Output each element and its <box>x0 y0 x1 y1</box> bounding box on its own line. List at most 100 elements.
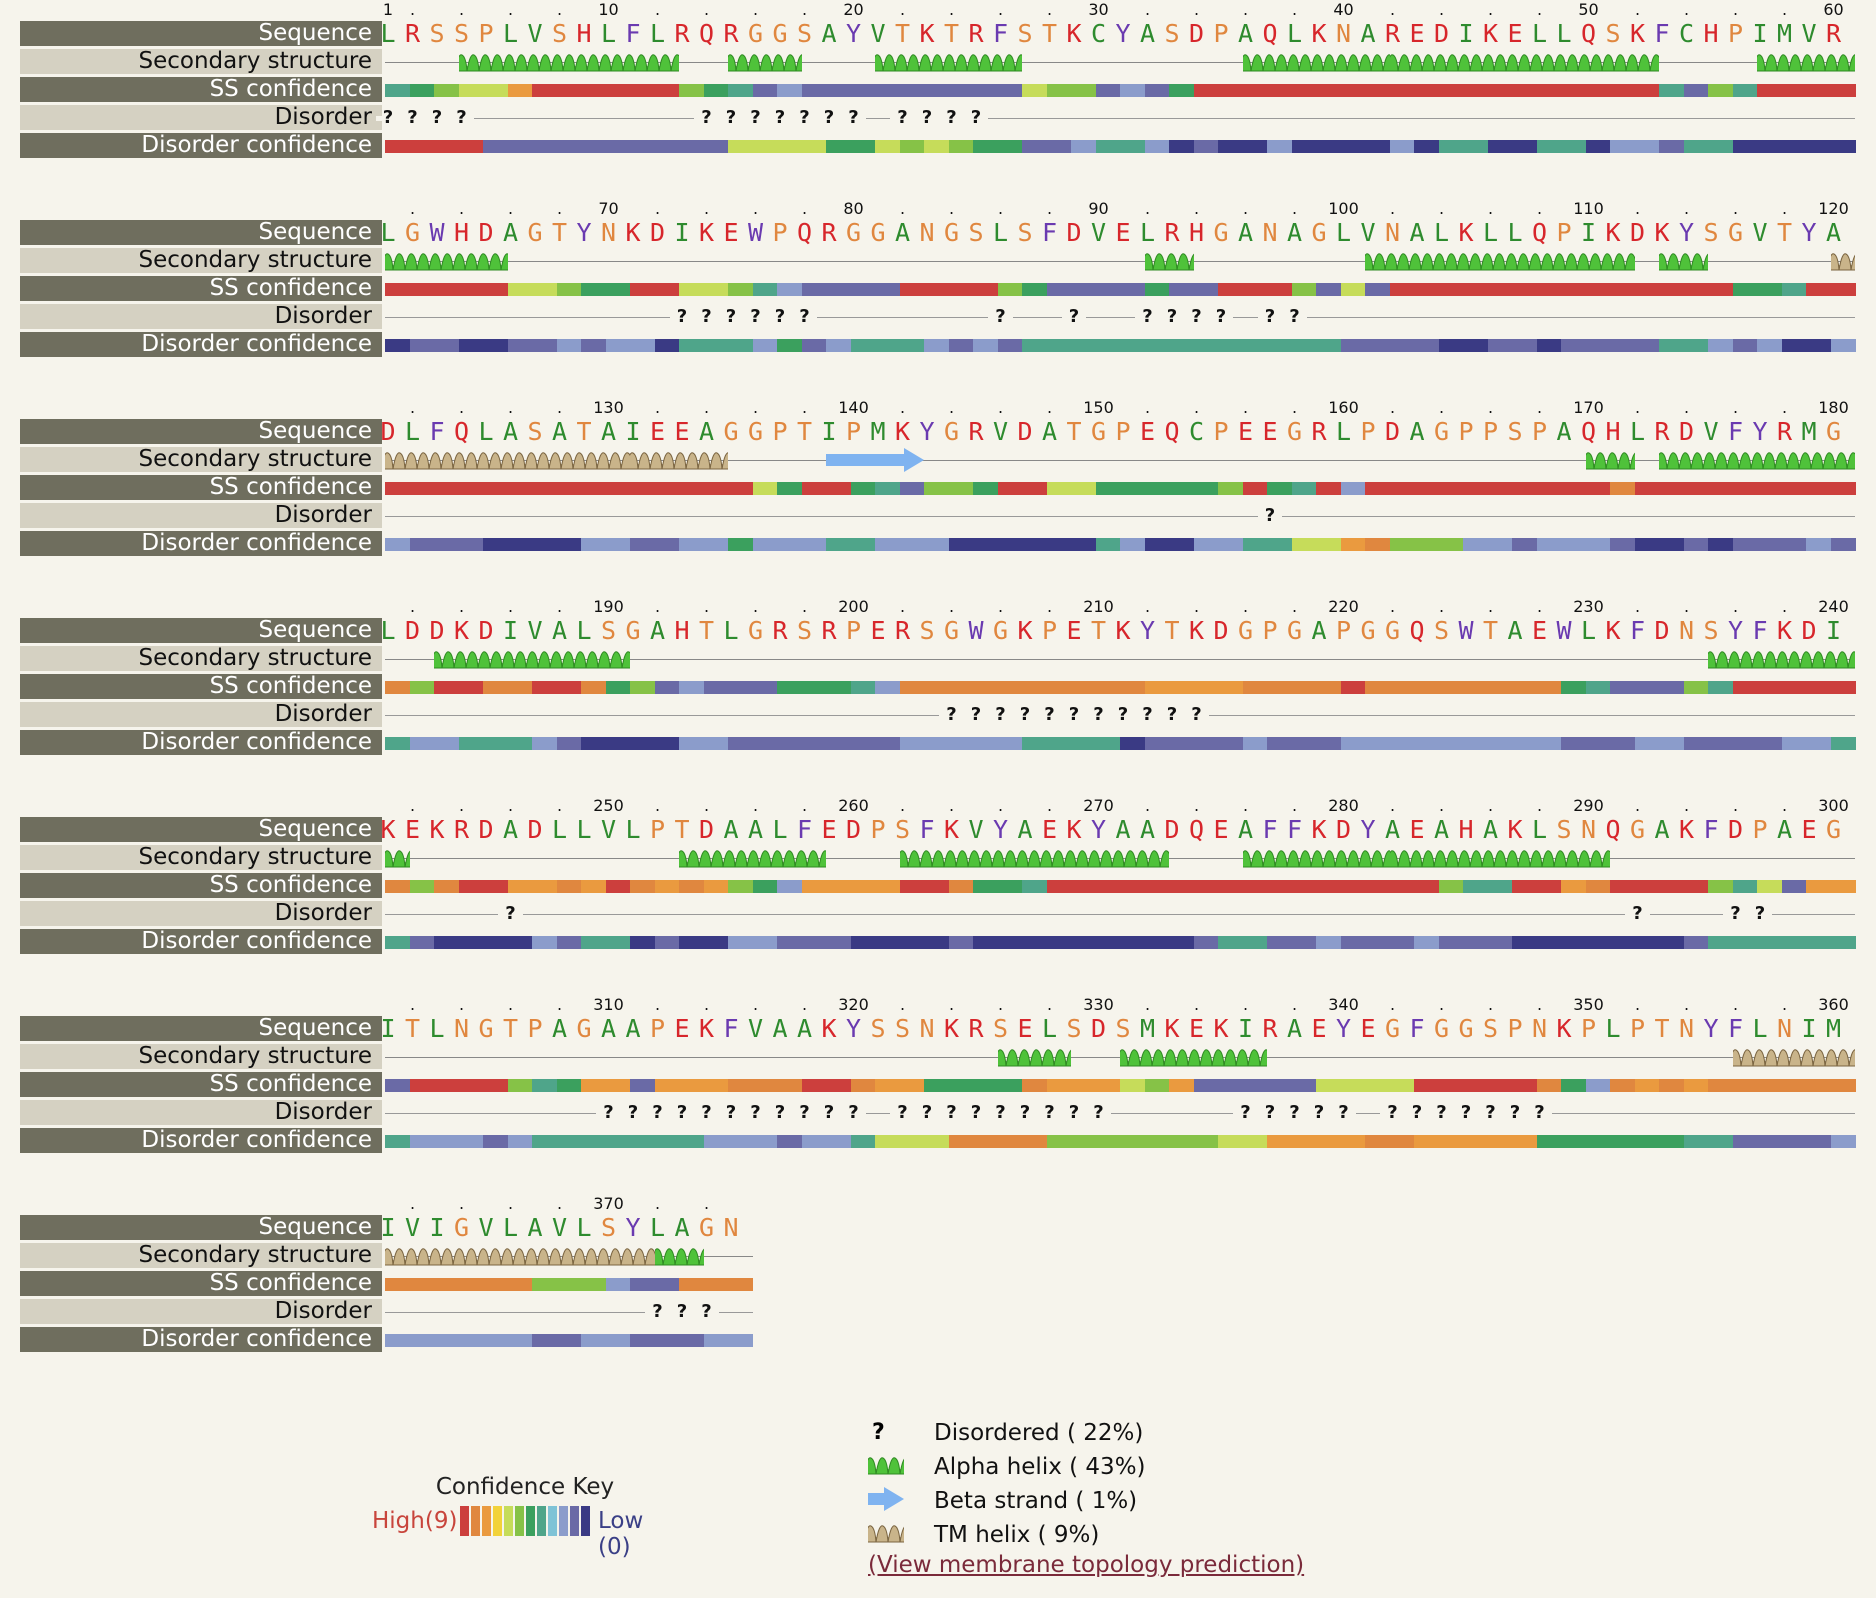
disorder-gap <box>1380 1111 1405 1116</box>
row-label-disorder-confidence: Disorder confidence <box>20 332 382 357</box>
residue: A <box>772 1014 788 1043</box>
disorder-confidence-cell <box>1487 737 1513 750</box>
ss-confidence-cell <box>409 880 435 893</box>
confidence-key-swatch <box>559 1506 568 1536</box>
residue: A <box>1825 218 1842 247</box>
residue: L <box>1041 1014 1058 1043</box>
residue: T <box>404 1014 421 1043</box>
residue: E <box>1801 815 1817 844</box>
ruler-dot: . <box>409 597 416 616</box>
residue: R <box>1164 218 1180 247</box>
membrane-topology-link[interactable]: (View membrane topology prediction) <box>868 1552 1305 1578</box>
disorder-confidence-cell <box>581 339 607 352</box>
disorder-confidence-cell <box>1071 737 1097 750</box>
disorder-confidence-cell <box>679 140 705 153</box>
ruler-dot: . <box>1242 995 1249 1014</box>
ruler-dot: . <box>997 796 1004 815</box>
residue: A <box>527 1213 543 1242</box>
ss-confidence-cell <box>630 482 656 495</box>
disorder-confidence-cell <box>801 140 827 153</box>
disorder-confidence-cell <box>1071 140 1097 153</box>
residue: I <box>1825 616 1842 645</box>
ss-confidence-cell <box>1659 84 1685 97</box>
disorder-confidence-cell <box>532 737 558 750</box>
disorder-confidence-cell <box>409 140 435 153</box>
row-label-disorder: Disorder <box>20 503 382 528</box>
ss-confidence-cell <box>409 283 435 296</box>
ss-confidence-cell <box>826 681 852 694</box>
disorder-confidence-cell <box>483 1334 509 1347</box>
ss-confidence-cell <box>850 283 876 296</box>
ss-confidence-cell <box>1732 283 1758 296</box>
disorder-confidence-cell <box>1218 339 1244 352</box>
residue: K <box>821 1014 837 1043</box>
disorder-confidence-cell <box>1536 140 1562 153</box>
residue: Q <box>1605 815 1621 844</box>
disorder-confidence-cell <box>1022 737 1048 750</box>
ss-confidence-cell <box>1414 482 1440 495</box>
residue: S <box>796 19 813 48</box>
residue: Q <box>698 19 715 48</box>
ss-confidence-cell <box>1071 1079 1097 1092</box>
ruler-number: 70 <box>598 199 619 218</box>
disorder-confidence-cell <box>483 936 509 949</box>
ruler-dot: . <box>899 796 906 815</box>
disorder-confidence-cell <box>728 737 754 750</box>
disorder-confidence-cell <box>1193 339 1219 352</box>
disorder-confidence-cell <box>1659 538 1685 551</box>
residue: A <box>502 417 519 446</box>
residue: Q <box>1580 417 1597 446</box>
disorder-confidence-cell <box>1610 1135 1636 1148</box>
ruler-dot: . <box>752 796 759 815</box>
ss-confidence-cell <box>556 482 582 495</box>
disorder-confidence-cell <box>434 737 460 750</box>
residue: M <box>1139 1014 1156 1043</box>
residue: Q <box>1409 616 1425 645</box>
ruler-dot: . <box>1732 398 1739 417</box>
ruler-dot: . <box>1536 995 1543 1014</box>
disorder-confidence-cell <box>1071 936 1097 949</box>
ss-confidence-cell <box>483 84 509 97</box>
residue: R <box>894 616 911 645</box>
disorder-mark: ? <box>946 1102 957 1123</box>
residue: L <box>723 616 739 645</box>
disorder-confidence-cell <box>1683 140 1709 153</box>
ruler-number: 280 <box>1328 796 1359 815</box>
disorder-line <box>385 516 1855 517</box>
ss-confidence-cell <box>581 84 607 97</box>
residue: A <box>1286 218 1303 247</box>
disorder-confidence-cell <box>605 737 631 750</box>
row-label-sequence: Sequence <box>20 1215 382 1240</box>
disorder-mark: ? <box>505 903 516 924</box>
ss-confidence-cell <box>1218 482 1244 495</box>
ss-confidence-cell <box>1806 84 1832 97</box>
ss-confidence-cell <box>1463 283 1489 296</box>
disorder-gap <box>988 713 1013 718</box>
residue: K <box>1066 19 1082 48</box>
residue: L <box>1556 19 1572 48</box>
disorder-confidence-cell <box>728 1135 754 1148</box>
ruler-dot: . <box>1242 199 1249 218</box>
residue: A <box>1776 815 1793 844</box>
disorder-gap <box>1404 1111 1430 1116</box>
disorder-mark: ? <box>701 1301 712 1322</box>
residue: G <box>1825 417 1842 446</box>
residue: A <box>551 417 568 446</box>
ss-confidence-cell <box>752 84 778 97</box>
ss-confidence-cell <box>1512 880 1538 893</box>
residue: G <box>747 616 764 645</box>
ss-confidence-cell <box>654 681 680 694</box>
residue: I <box>1580 218 1597 247</box>
confidence-key-swatch <box>570 1506 579 1536</box>
disorder-confidence-cell <box>1536 339 1562 352</box>
disorder-confidence-cell <box>850 140 876 153</box>
residue: L <box>576 815 592 844</box>
disorder-confidence-cell <box>1169 339 1195 352</box>
residue: K <box>1213 1014 1229 1043</box>
residue: L <box>502 19 519 48</box>
disorder-confidence-cell <box>1193 140 1219 153</box>
ss-confidence-cell <box>1242 482 1268 495</box>
ss-confidence-cell <box>679 1079 705 1092</box>
ruler-dot: . <box>654 0 661 19</box>
disorder-mark: ? <box>750 107 761 128</box>
